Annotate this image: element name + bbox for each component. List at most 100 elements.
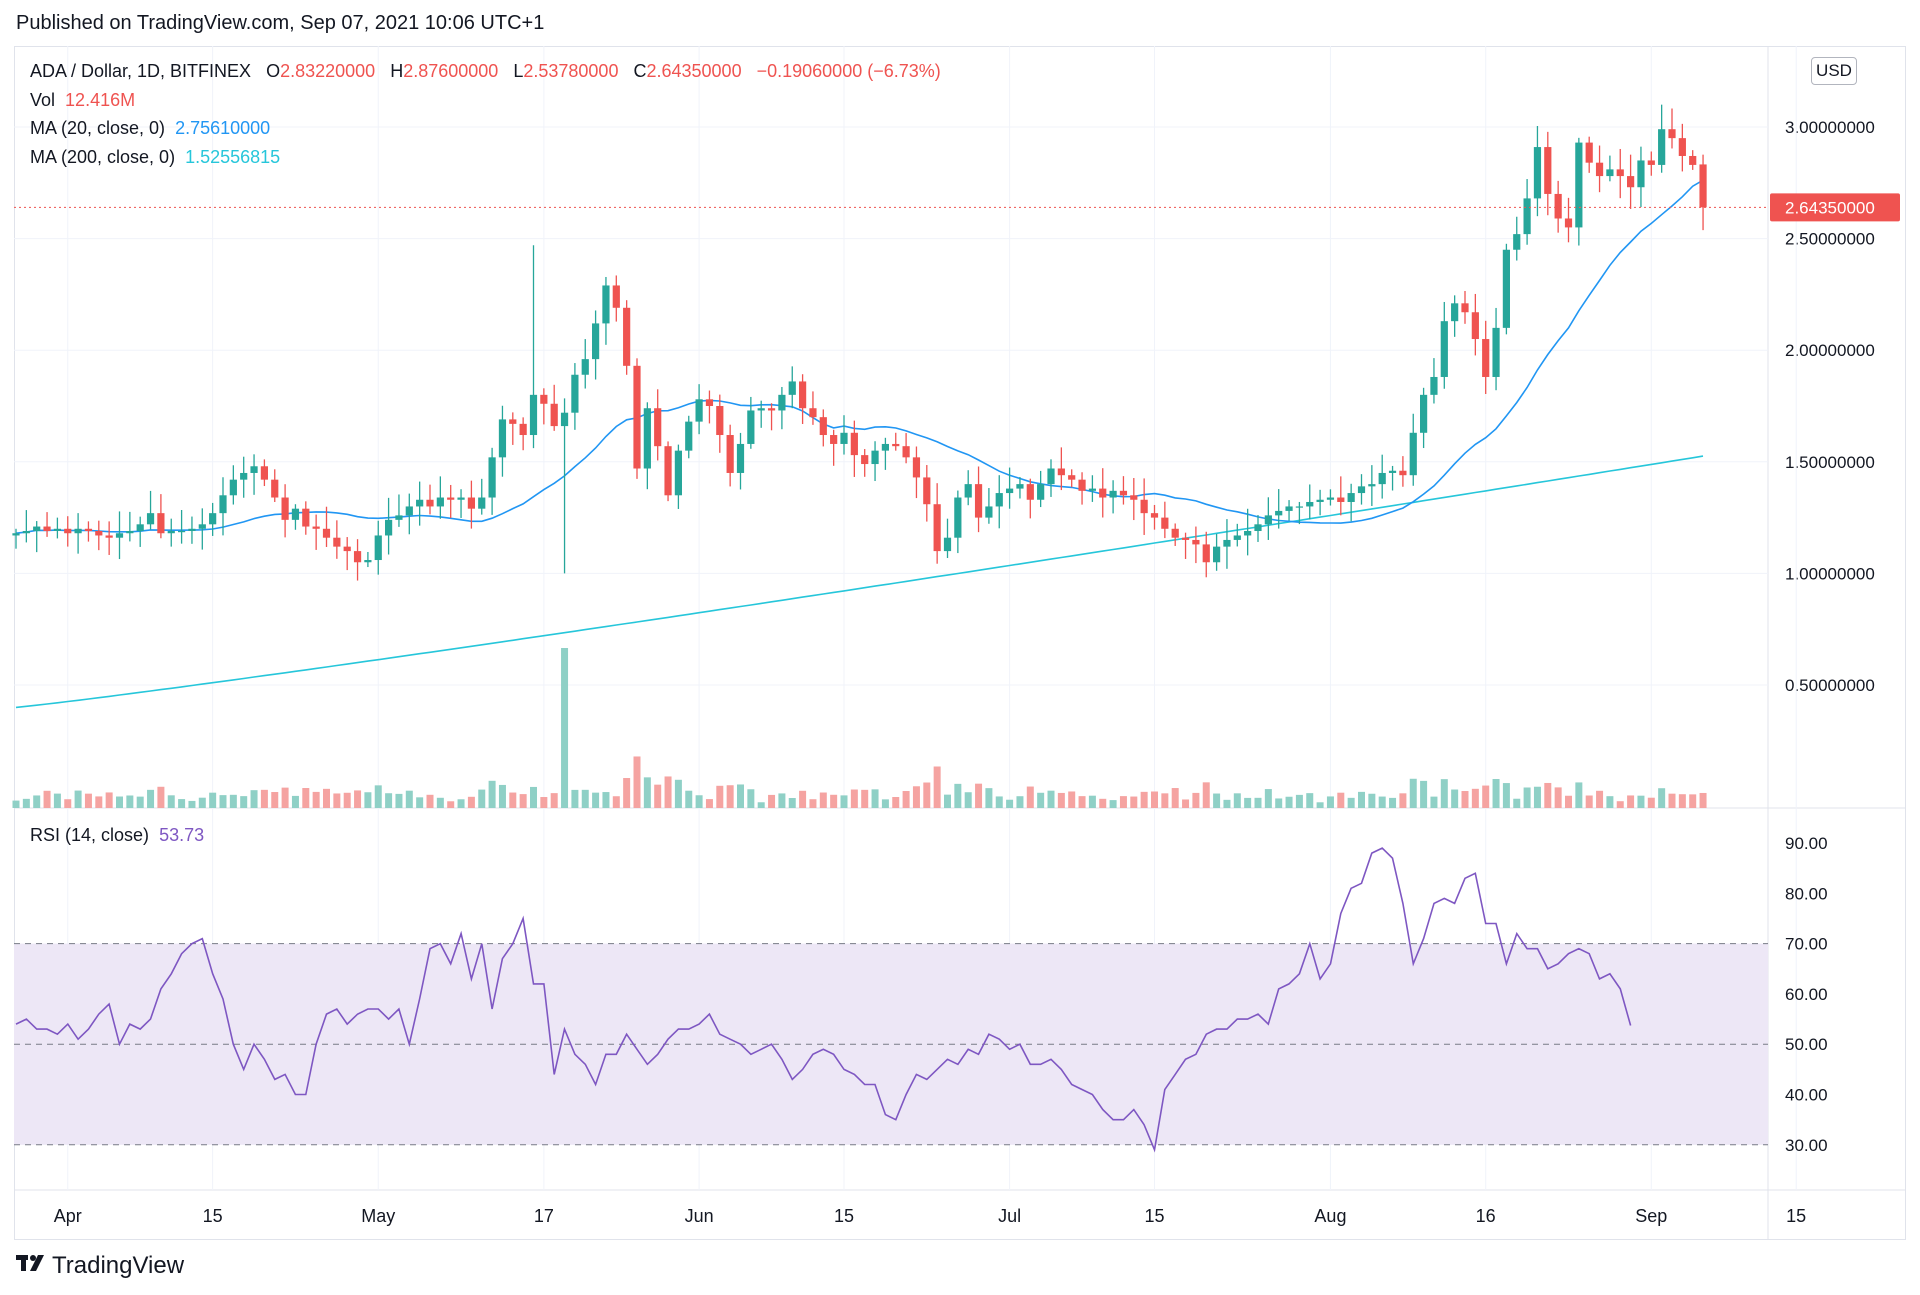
candle-body[interactable] bbox=[685, 421, 693, 451]
candle-body[interactable] bbox=[954, 497, 962, 538]
candle-body[interactable] bbox=[974, 484, 983, 518]
candle-body[interactable] bbox=[1316, 499, 1324, 502]
candle-body[interactable] bbox=[809, 408, 817, 418]
candle-body[interactable] bbox=[1078, 479, 1086, 491]
candle-body[interactable] bbox=[861, 455, 869, 465]
candle-body[interactable] bbox=[612, 285, 620, 308]
candle-body[interactable] bbox=[509, 419, 517, 424]
candle-body[interactable] bbox=[1616, 169, 1624, 177]
candle-body[interactable] bbox=[271, 479, 279, 498]
candle-body[interactable] bbox=[757, 408, 765, 411]
candle-body[interactable] bbox=[1658, 129, 1666, 165]
candle-body[interactable] bbox=[240, 472, 248, 480]
candle-body[interactable] bbox=[1502, 249, 1510, 328]
candle-body[interactable] bbox=[1420, 394, 1428, 433]
candle-body[interactable] bbox=[1430, 376, 1438, 395]
candle-body[interactable] bbox=[1585, 142, 1593, 163]
candle-body[interactable] bbox=[426, 499, 434, 507]
candle-body[interactable] bbox=[1150, 513, 1159, 518]
candle-body[interactable] bbox=[1678, 138, 1686, 156]
candle-body[interactable] bbox=[1554, 193, 1562, 219]
candle-body[interactable] bbox=[395, 515, 403, 520]
candle-body[interactable] bbox=[416, 499, 424, 507]
candle-body[interactable] bbox=[1037, 484, 1045, 500]
candle-body[interactable] bbox=[1119, 490, 1128, 496]
candle-body[interactable] bbox=[540, 394, 548, 404]
candle-body[interactable] bbox=[1099, 488, 1107, 498]
candle-body[interactable] bbox=[705, 399, 714, 406]
candle-body[interactable] bbox=[1161, 517, 1169, 529]
candle-body[interactable] bbox=[498, 419, 507, 458]
candle-body[interactable] bbox=[53, 528, 61, 532]
candle-body[interactable] bbox=[1357, 486, 1366, 494]
ma20-legend[interactable]: MA (20, close, 0) 2.75610000 bbox=[30, 118, 270, 139]
candle-body[interactable] bbox=[1564, 218, 1573, 228]
candle-body[interactable] bbox=[1285, 506, 1293, 511]
candle-body[interactable] bbox=[550, 403, 558, 427]
candle-body[interactable] bbox=[291, 508, 300, 520]
candle-body[interactable] bbox=[1088, 488, 1096, 491]
candle-body[interactable] bbox=[22, 531, 30, 534]
rsi-legend[interactable]: RSI (14, close) 53.73 bbox=[30, 825, 204, 846]
candle-body[interactable] bbox=[778, 394, 786, 411]
candle-body[interactable] bbox=[943, 537, 952, 552]
candle-body[interactable] bbox=[840, 432, 848, 444]
candle-body[interactable] bbox=[1068, 475, 1076, 480]
candle-body[interactable] bbox=[281, 497, 289, 520]
candle-body[interactable] bbox=[1006, 488, 1014, 494]
candle-body[interactable] bbox=[1347, 493, 1355, 502]
candle-body[interactable] bbox=[923, 477, 931, 505]
candle-body[interactable] bbox=[519, 423, 527, 436]
candle-body[interactable] bbox=[1492, 327, 1500, 377]
ma200-legend[interactable]: MA (200, close, 0) 1.52556815 bbox=[30, 147, 280, 168]
candle-body[interactable] bbox=[1399, 470, 1407, 476]
candle-body[interactable] bbox=[1202, 544, 1210, 563]
candle-body[interactable] bbox=[902, 446, 910, 458]
candle-body[interactable] bbox=[1306, 501, 1314, 507]
candle-body[interactable] bbox=[1482, 339, 1490, 377]
candle-body[interactable] bbox=[1337, 497, 1345, 502]
candle-body[interactable] bbox=[188, 528, 196, 532]
candle-body[interactable] bbox=[1388, 470, 1397, 473]
candle-body[interactable] bbox=[1264, 515, 1272, 525]
candle-body[interactable] bbox=[716, 406, 724, 436]
candle-body[interactable] bbox=[95, 531, 103, 536]
candle-body[interactable] bbox=[43, 526, 51, 532]
candle-body[interactable] bbox=[1668, 129, 1676, 139]
candle-body[interactable] bbox=[1544, 147, 1552, 194]
candle-body[interactable] bbox=[1254, 524, 1262, 532]
candle-body[interactable] bbox=[478, 497, 486, 509]
candle-body[interactable] bbox=[623, 307, 631, 366]
candle-body[interactable] bbox=[1057, 468, 1065, 476]
candle-body[interactable] bbox=[74, 528, 82, 534]
footer-brand[interactable]: TradingView bbox=[16, 1252, 184, 1280]
candle-body[interactable] bbox=[788, 381, 796, 395]
candle-body[interactable] bbox=[1647, 160, 1655, 165]
candle-body[interactable] bbox=[1171, 528, 1179, 538]
candle-body[interactable] bbox=[581, 359, 589, 375]
candle-body[interactable] bbox=[260, 466, 268, 480]
candle-body[interactable] bbox=[664, 446, 672, 496]
candle-body[interactable] bbox=[374, 535, 382, 561]
candle-body[interactable] bbox=[12, 533, 20, 536]
candle-body[interactable] bbox=[1513, 234, 1521, 250]
candle-body[interactable] bbox=[1213, 546, 1221, 563]
candle-body[interactable] bbox=[892, 443, 900, 447]
candle-body[interactable] bbox=[799, 381, 807, 409]
candle-body[interactable] bbox=[560, 412, 569, 427]
candle-body[interactable] bbox=[322, 528, 331, 538]
candle-body[interactable] bbox=[912, 457, 921, 478]
candle-body[interactable] bbox=[1451, 303, 1459, 322]
candle-body[interactable] bbox=[695, 399, 703, 422]
candle-body[interactable] bbox=[436, 497, 444, 507]
candle-body[interactable] bbox=[529, 394, 538, 436]
candle-body[interactable] bbox=[178, 531, 186, 533]
candle-body[interactable] bbox=[881, 443, 889, 451]
candle-body[interactable] bbox=[209, 513, 217, 525]
candle-body[interactable] bbox=[1047, 468, 1055, 485]
candle-body[interactable] bbox=[602, 285, 610, 324]
candle-body[interactable] bbox=[1223, 539, 1231, 547]
candle-body[interactable] bbox=[1699, 164, 1707, 208]
candle-body[interactable] bbox=[364, 560, 372, 563]
candle-body[interactable] bbox=[1130, 495, 1138, 500]
